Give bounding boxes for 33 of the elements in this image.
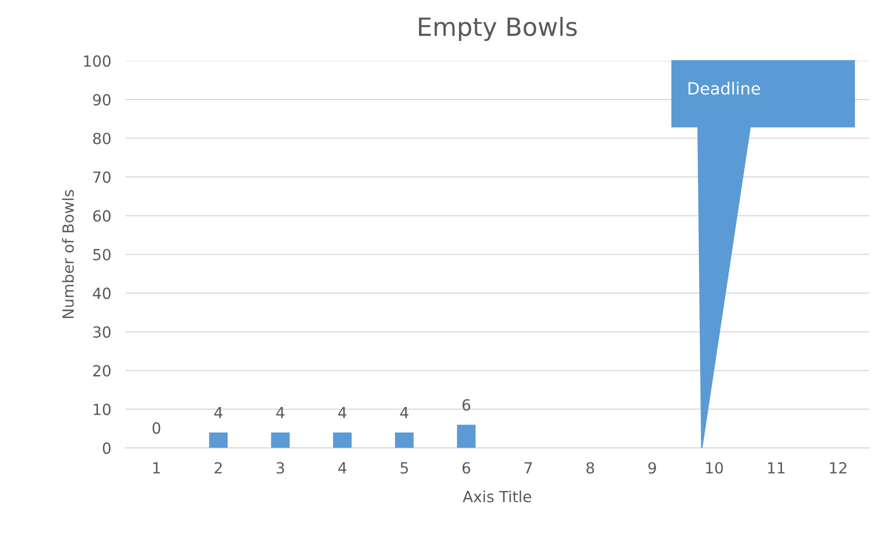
x-tick-label: 12 <box>830 462 846 474</box>
data-label: 4 <box>214 407 222 418</box>
y-tick-label: 50 <box>93 248 111 260</box>
x-tick-label: 6 <box>462 462 470 474</box>
x-tick-label: 9 <box>648 462 656 474</box>
chart-title: Empty Bowls <box>419 16 577 42</box>
y-tick-label: 60 <box>93 210 111 222</box>
y-tick-label: 10 <box>94 404 111 416</box>
y-tick-label: 80 <box>93 132 111 144</box>
x-axis-title: Axis Title <box>462 490 532 502</box>
x-tick-label: 7 <box>524 462 532 474</box>
x-tick-label: 11 <box>768 462 784 474</box>
data-label: 4 <box>400 407 408 418</box>
y-tick-label: 30 <box>93 326 111 338</box>
x-tick-label: 3 <box>276 462 284 474</box>
x-tick-label: 10 <box>706 462 723 474</box>
x-tick-label: 4 <box>338 462 346 474</box>
y-tick-label: 70 <box>93 171 111 183</box>
data-label: 0 <box>152 422 160 434</box>
y-tick-label: 0 <box>102 442 111 454</box>
y-tick-label: 100 <box>84 55 111 67</box>
data-label: 4 <box>276 407 284 418</box>
y-tick-label: 20 <box>93 364 111 377</box>
y-axis-title: Number of Bowls <box>62 190 74 318</box>
x-tick-label: 1 <box>153 462 160 474</box>
x-tick-label: 2 <box>214 462 222 474</box>
y-tick-label: 40 <box>92 288 111 300</box>
x-tick-label: 8 <box>586 462 594 474</box>
data-label: 6 <box>462 399 470 411</box>
y-tick-label: 90 <box>93 94 111 106</box>
x-tick-label: 5 <box>400 462 408 474</box>
data-label: 4 <box>338 407 346 418</box>
annotation: Deadline <box>688 82 760 95</box>
